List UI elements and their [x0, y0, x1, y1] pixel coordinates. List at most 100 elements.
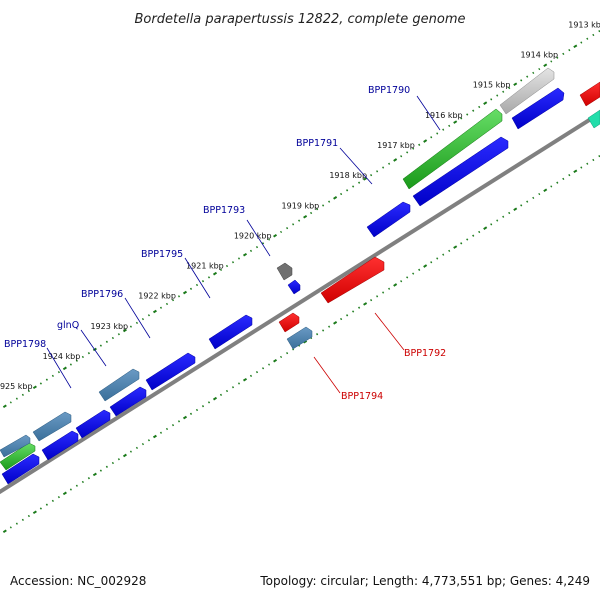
inner-ring-dot	[177, 420, 181, 423]
outer-ring-dot	[436, 132, 439, 135]
kbp-tick-label: 1922 kbp	[138, 292, 176, 301]
kbp-tick-label: 1916 kbp	[425, 111, 463, 120]
inner-ring-dot	[57, 496, 60, 499]
inner-ring-dot	[412, 272, 415, 275]
inner-dotted-ring	[2, 155, 600, 534]
outer-ring-dot	[62, 366, 67, 371]
reverse-cds-features	[278, 81, 600, 333]
feature-silver-1915[interactable]	[499, 67, 555, 115]
gene-label-bpp1795[interactable]: BPP1795	[141, 249, 183, 260]
forward-cds-features	[1, 87, 565, 485]
inner-ring-dot	[159, 431, 163, 434]
feature-bpp1792-cds[interactable]	[320, 256, 385, 304]
gene-label-bpp1793[interactable]: BPP1793	[203, 205, 245, 216]
outer-ring-dot	[159, 306, 163, 309]
inner-ring-dot	[442, 253, 445, 256]
inner-ring-dot	[448, 249, 451, 252]
feature-trna-glnq[interactable]	[98, 368, 140, 402]
outer-ring-dot	[423, 139, 428, 143]
inner-ring-dot	[105, 465, 108, 468]
other-features	[0, 67, 600, 471]
outer-ring-dot	[513, 82, 518, 86]
outer-ring-dot	[442, 128, 445, 131]
feature-bpp1790-cds[interactable]	[511, 87, 565, 130]
outer-ring-dot	[532, 71, 535, 74]
outer-ring-dot	[568, 48, 571, 52]
gene-label-bpp1791[interactable]: BPP1791	[296, 138, 338, 149]
feature-cds-1922[interactable]	[145, 352, 196, 391]
feature-cds-1921[interactable]	[208, 314, 253, 350]
outer-ring-dot	[376, 170, 379, 173]
outer-ring-dot	[472, 109, 475, 112]
outer-ring-dot	[586, 37, 589, 40]
kbp-tick-label: 1925 kbp	[0, 382, 33, 391]
outer-ring-dot	[562, 52, 565, 56]
inner-ring-dot	[212, 396, 218, 401]
inner-ring-dot	[406, 276, 409, 279]
inner-ring-dot	[513, 207, 518, 211]
outer-ring-dot	[298, 219, 301, 222]
inner-ring-dot	[286, 352, 289, 355]
feature-cds-1926[interactable]	[1, 453, 40, 485]
feature-green-1916[interactable]	[402, 108, 503, 190]
feature-trna-bpp1794[interactable]	[286, 326, 313, 350]
inner-ring-dot	[273, 358, 278, 363]
outer-ring-dot	[129, 325, 132, 328]
topology-text: Topology: circular; Length: 4,773,551 bp…	[260, 574, 590, 588]
outer-ring-dot	[453, 120, 458, 124]
feature-bpp1793-small[interactable]	[287, 279, 301, 295]
gene-label-bpp1792[interactable]: BPP1792	[404, 348, 446, 359]
feature-trna-bpp1798[interactable]	[32, 411, 72, 442]
outer-ring-dot	[328, 200, 331, 203]
feature-pseudo-bpp1793[interactable]	[276, 262, 293, 281]
inner-ring-dot	[99, 469, 102, 472]
outer-ring-dot	[333, 196, 338, 200]
outer-ring-dot	[27, 389, 30, 393]
feature-cds-1923[interactable]	[109, 386, 147, 417]
gene-label-bpp1796[interactable]: BPP1796	[81, 289, 123, 300]
gene-label-bpp1798[interactable]: BPP1798	[4, 339, 46, 350]
kbp-ticks: 1913 kbp 1914 kbp 1915 kbp 1916 kbp 1917 kbp…	[0, 20, 600, 391]
outer-ring-dot	[393, 158, 398, 162]
feature-teal-edge[interactable]	[587, 109, 600, 129]
outer-ring-dot	[556, 56, 559, 59]
feature-bpp1791-cds[interactable]	[412, 136, 509, 207]
kbp-tick-label: 1919 kbp	[282, 201, 320, 210]
gene-label-glnq[interactable]: glnQ	[57, 320, 79, 331]
outer-ring-dot	[412, 147, 415, 150]
genome-backbone	[0, 110, 600, 495]
inner-ring-dot	[39, 507, 42, 510]
kbp-tick-label: 1915 kbp	[473, 81, 511, 90]
feature-cds-1924[interactable]	[75, 409, 111, 439]
gene-label-bpp1794[interactable]: BPP1794	[341, 391, 383, 402]
feature-cds-1925[interactable]	[41, 430, 79, 461]
inner-ring-dot	[573, 169, 578, 174]
outer-ring-dot	[15, 397, 18, 400]
inner-ring-dot	[171, 424, 175, 427]
inner-ring-dot	[346, 314, 349, 317]
outer-ring-dot	[141, 317, 145, 321]
feature-steel-1926[interactable]	[0, 434, 31, 458]
gene-callouts	[46, 95, 441, 394]
feature-bpp1794-red[interactable]	[278, 312, 300, 333]
outer-ring-dot	[400, 155, 403, 158]
outer-ring-dot	[87, 352, 90, 355]
inner-ring-dot	[352, 310, 355, 313]
inner-ring-dot	[249, 374, 253, 378]
inner-ring-dot	[15, 522, 18, 525]
inner-ring-dot	[586, 162, 589, 165]
outer-ring-dot	[280, 230, 283, 234]
inner-ring-dot	[436, 257, 439, 260]
feature-red-edge[interactable]	[579, 81, 600, 107]
outer-ring-dot	[189, 287, 193, 290]
outer-ring-dot	[105, 340, 108, 343]
outer-ring-dot	[69, 363, 72, 366]
outer-ring-dot	[418, 143, 421, 146]
outer-ring-dot	[212, 271, 218, 276]
inner-ring-dot	[75, 484, 78, 487]
feature-cds-1918[interactable]	[366, 201, 411, 238]
inner-ring-dot	[340, 317, 343, 321]
inner-ring-dot	[358, 306, 361, 309]
inner-ring-dot	[242, 377, 248, 382]
gene-label-bpp1790[interactable]: BPP1790	[368, 85, 410, 96]
